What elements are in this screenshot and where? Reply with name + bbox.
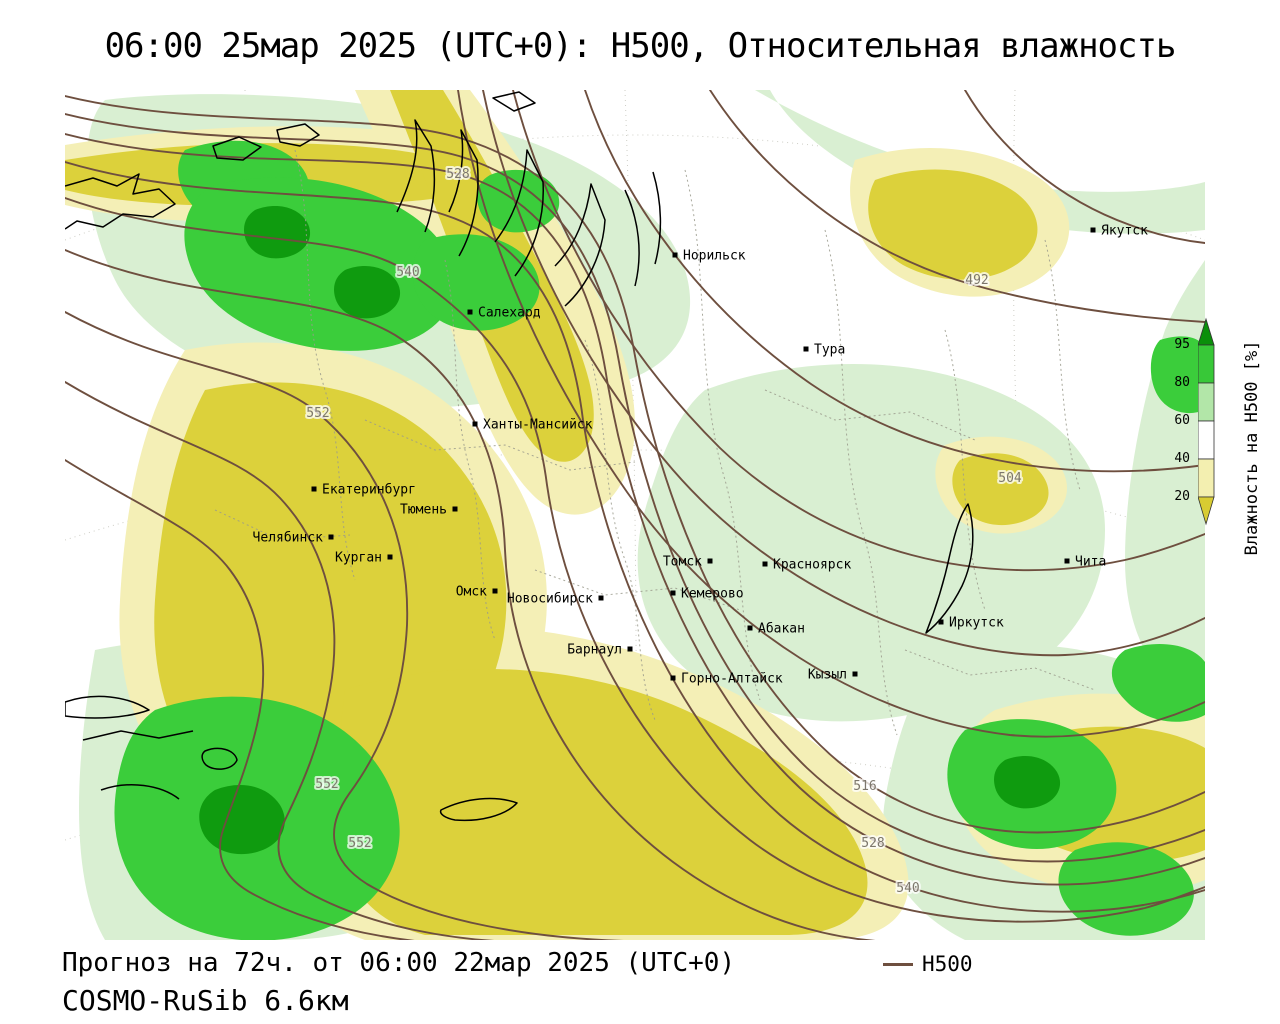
- colorbar-segment: [1198, 382, 1215, 422]
- city-marker: [598, 595, 604, 601]
- city-marker: [707, 558, 713, 564]
- city-label: Чита: [1075, 555, 1106, 570]
- city-label: Абакан: [758, 622, 805, 637]
- city-marker: [852, 671, 858, 677]
- arctic-island: [212, 136, 262, 161]
- colorbar-arrow-bottom: [1198, 496, 1215, 526]
- city-marker: [492, 588, 498, 594]
- city-label: Томск: [663, 555, 702, 570]
- contour-value-label: 552: [315, 777, 338, 792]
- city-label: Иркутск: [949, 616, 1004, 631]
- city-label: Тюмень: [400, 503, 447, 518]
- city-label: Кызыл: [808, 668, 847, 683]
- model-info: COSMO-RuSib 6.6км: [62, 984, 349, 1017]
- city-marker: [747, 625, 753, 631]
- contour-value-label: 552: [348, 836, 371, 851]
- colorbar-tick: 40: [1174, 451, 1190, 466]
- city-label: Челябинск: [253, 531, 324, 546]
- contour-value-label: 552: [306, 406, 329, 421]
- colorbar-tick: 60: [1174, 413, 1190, 428]
- city-label: Новосибирск: [507, 592, 593, 607]
- h500-legend: H500: [883, 952, 973, 976]
- arctic-coastline: [65, 173, 176, 230]
- city-label: Якутск: [1101, 224, 1148, 239]
- yenisei-gulf-coastline: [624, 171, 662, 287]
- contour-labels: 528 540 552 492 504 516 528 540 552 552: [304, 165, 1024, 898]
- contour-value-label: 540: [896, 881, 919, 896]
- colorbar-tick: 20: [1174, 489, 1190, 504]
- contour-value-label: 492: [965, 273, 988, 288]
- colorbar-title: Влажность на H500 [%]: [1242, 340, 1262, 556]
- city-marker: [803, 346, 809, 352]
- city-marker: [467, 309, 473, 315]
- map-canvas: 528 540 552 492 504 516 528 540 552 552 Норильск Я…: [65, 90, 1205, 940]
- city-marker: [328, 534, 334, 540]
- lake-baikal-outline: [925, 503, 974, 634]
- contour-value-label: 528: [446, 167, 469, 182]
- colorbar-segment: [1198, 344, 1215, 384]
- city-marker: [472, 421, 478, 427]
- city-label: Кемерово: [681, 587, 744, 602]
- colorbar-tick: 95: [1174, 337, 1190, 352]
- city-marker: [1090, 227, 1096, 233]
- city-label: Норильск: [683, 249, 746, 264]
- city-label: Барнаул: [567, 643, 622, 658]
- city-label: Омск: [456, 585, 487, 600]
- ob-gulf-coastline: [396, 119, 606, 307]
- city-marker: [627, 646, 633, 652]
- southern-lakes-outline: [65, 695, 238, 800]
- colorbar-segment: [1198, 458, 1215, 498]
- h500-line-sample: [883, 962, 913, 966]
- colorbar-segment: [1198, 420, 1215, 460]
- city-marker: [670, 590, 676, 596]
- contour-value-label: 516: [853, 779, 876, 794]
- city-label: Курган: [335, 551, 382, 566]
- city-marker: [311, 486, 317, 492]
- city-marker: [1064, 558, 1070, 564]
- coastlines: [65, 91, 974, 822]
- city-label: Горно-Алтайск: [681, 672, 783, 687]
- arctic-island: [492, 91, 536, 112]
- city-marker: [762, 561, 768, 567]
- admin-boundaries: [214, 149, 1096, 736]
- h500-contours: [65, 90, 1205, 940]
- contour-value-label: 504: [998, 471, 1022, 486]
- arctic-island: [276, 123, 320, 147]
- city-marker: [672, 252, 678, 258]
- city-markers: Норильск Якутск Салехард Тура Ханты-Мансийск…: [253, 224, 1149, 687]
- city-label: Тура: [814, 343, 845, 358]
- forecast-map-svg: 528 540 552 492 504 516 528 540 552 552 Норильск Я…: [65, 90, 1205, 940]
- city-marker: [452, 506, 458, 512]
- city-marker: [938, 619, 944, 625]
- contour-value-label: 540: [396, 265, 419, 280]
- colorbar-arrow-top: [1198, 317, 1215, 346]
- city-label: Екатеринбург: [322, 483, 416, 498]
- page-title: 06:00 25мар 2025 (UTC+0): H500, Относите…: [104, 26, 1177, 66]
- colorbar: [1198, 317, 1215, 526]
- h500-legend-label: H500: [922, 952, 973, 976]
- city-marker: [387, 554, 393, 560]
- colorbar-tick-labels: 95 80 60 40 20: [1158, 316, 1192, 528]
- city-label: Красноярск: [773, 558, 851, 573]
- forecast-info: Прогноз на 72ч. от 06:00 22мар 2025 (UTC…: [62, 948, 736, 978]
- city-label: Салехард: [478, 306, 541, 321]
- colorbar-tick: 80: [1174, 375, 1190, 390]
- city-marker: [670, 675, 676, 681]
- city-label: Ханты-Мансийск: [483, 418, 593, 433]
- contour-value-label: 528: [861, 836, 884, 851]
- lake-zaysan-outline: [439, 797, 518, 822]
